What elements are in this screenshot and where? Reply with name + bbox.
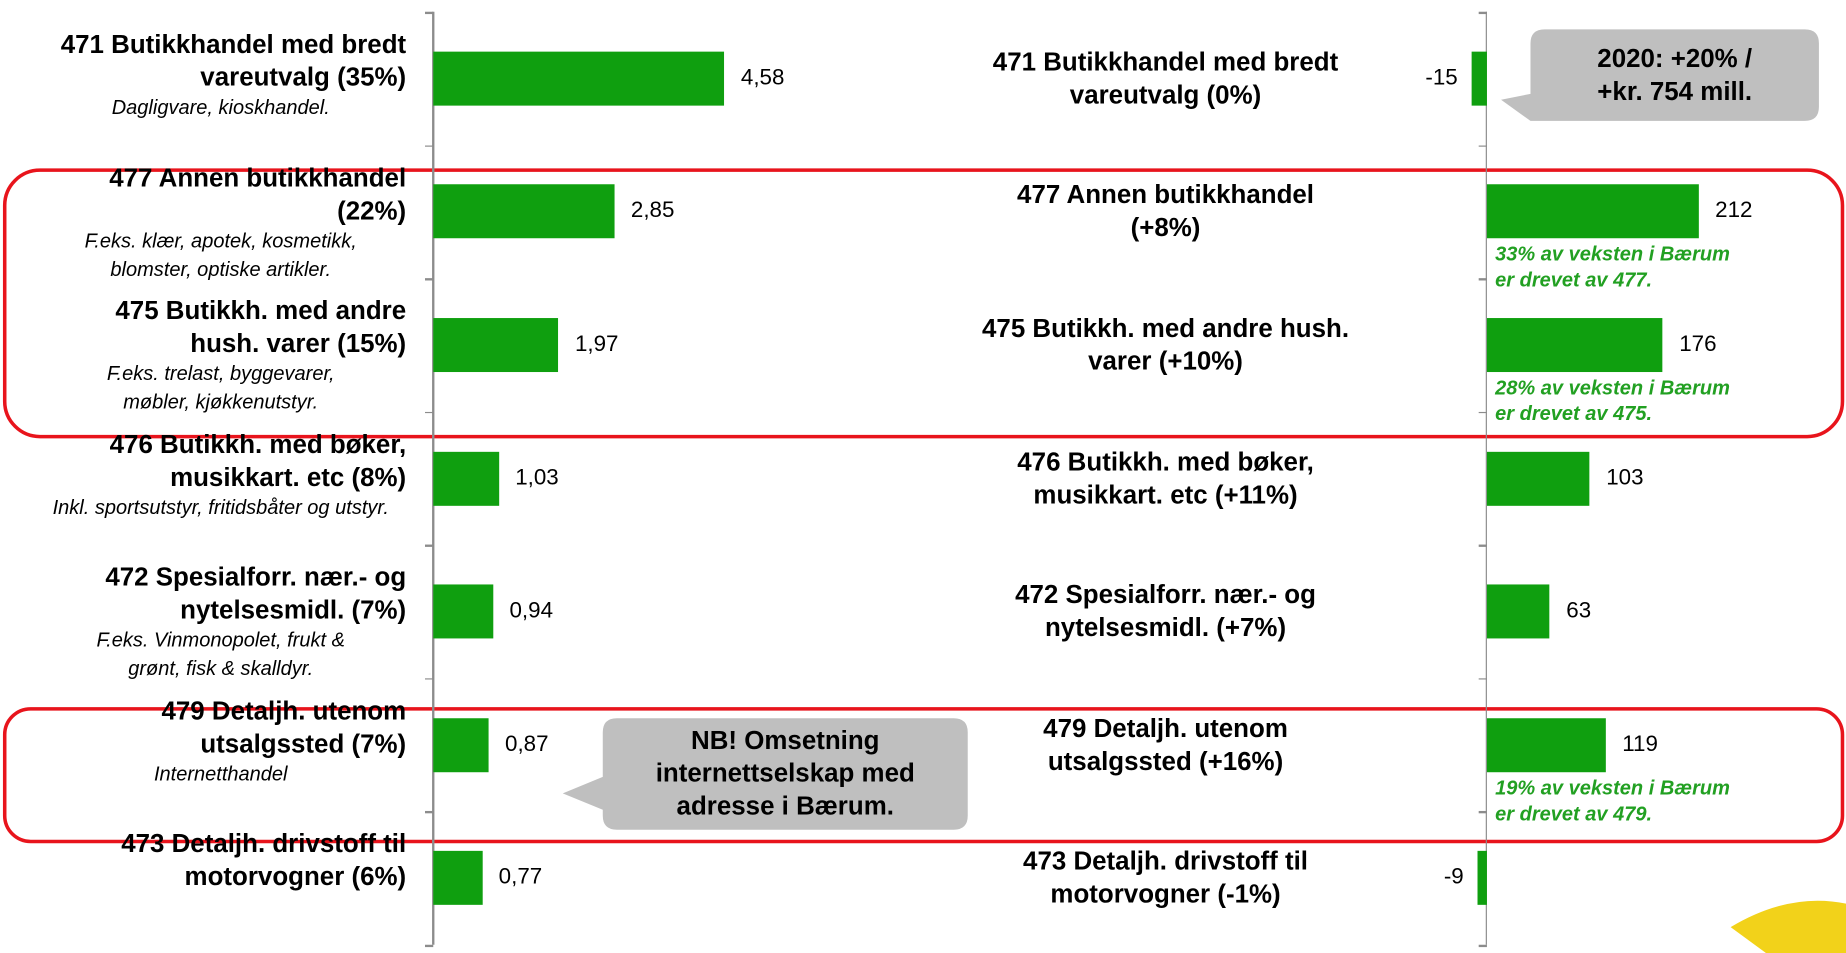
bar — [1486, 717, 1606, 772]
value-label: 119 — [1622, 731, 1658, 757]
axis-line — [1485, 11, 1488, 945]
category-label: 472 Spesialforr. nær.- og nytelsesmidl. … — [105, 562, 407, 625]
axis-tick — [1478, 145, 1487, 147]
value-label: -9 — [1443, 865, 1464, 890]
axis-tick — [425, 145, 434, 147]
bar — [1471, 51, 1487, 106]
axis-tick — [425, 811, 434, 814]
category-note: F.eks. klær, apotek, kosmetikk, blomster… — [84, 229, 357, 280]
category-label: 471 Butikkhandel med bredt vareutvalg (3… — [60, 29, 407, 92]
value-label: 4,58 — [740, 65, 785, 91]
category-label: 472 Spesialforr. nær.- og nytelsesmidl. … — [1015, 579, 1316, 643]
bar — [433, 51, 725, 106]
category-note: Internetthandel — [153, 762, 288, 785]
category-label: 479 Detaljh. utenom utsalgssted (+16%) — [1043, 713, 1288, 776]
bar — [1486, 184, 1699, 239]
category-label: 475 Butikkh. med andre hush. varer (+10%… — [982, 313, 1350, 376]
bar — [433, 451, 499, 506]
category-note: F.eks. Vinmonopolet, frukt & grønt, fisk… — [96, 629, 345, 680]
axis-tick — [1478, 411, 1487, 414]
category-label: 476 Butikkh. med bøker, musikkart. etc (… — [1017, 446, 1314, 509]
category-note: Dagligvare, kioskhandel. — [111, 96, 330, 119]
callout-box — [562, 718, 968, 830]
value-label: 2,85 — [630, 198, 675, 224]
value-label: 0,94 — [509, 598, 554, 624]
category-label: 477 Annen butikkhandel (22%) — [109, 162, 407, 225]
category-note: Inkl. sportsutstyr, fritidsbåter og utst… — [52, 496, 389, 519]
bar — [433, 717, 489, 772]
value-label: 1,03 — [515, 465, 559, 490]
bar — [433, 584, 493, 639]
category-label: 475 Butikkh. med andre hush. varer (15%) — [115, 295, 407, 359]
category-label: 473 Detaljh. drivstoff til motorvogner (… — [1023, 846, 1309, 909]
axis-line — [432, 11, 434, 945]
axis-tick — [1478, 544, 1487, 547]
category-label: 476 Butikkh. med bøker, musikkart. etc (… — [109, 429, 407, 492]
bar — [1486, 451, 1590, 506]
category-label: 477 Annen butikkhandel (+8%) — [1017, 179, 1315, 243]
value-label: -15 — [1425, 65, 1458, 91]
bar — [433, 184, 615, 239]
value-label: 176 — [1679, 332, 1717, 357]
category-label: 471 Butikkhandel med bredt vareutvalg (0… — [992, 46, 1339, 109]
bar — [1486, 584, 1550, 639]
bar — [1486, 317, 1663, 372]
bar — [1477, 851, 1487, 906]
value-label: 63 — [1566, 598, 1592, 624]
axis-tick — [425, 411, 434, 414]
annotation: 33% av veksten i Bærum er drevet av 477. — [1495, 243, 1730, 292]
annotation: 28% av veksten i Bærum er drevet av 475. — [1495, 376, 1730, 425]
axis-tick — [1478, 944, 1487, 947]
value-label: 212 — [1715, 198, 1753, 224]
logo — [1730, 900, 1846, 953]
axis-tick — [425, 944, 434, 947]
value-label: 0,87 — [505, 731, 549, 757]
category-note: F.eks. trelast, byggevarer, møbler, kjøk… — [106, 362, 335, 414]
category-label: 473 Detaljh. drivstoff til motorvogner (… — [121, 829, 407, 892]
axis-tick — [1478, 278, 1487, 281]
axis-tick — [1478, 678, 1487, 680]
value-label: 103 — [1606, 465, 1644, 490]
axis-tick — [425, 544, 434, 547]
axis-tick — [425, 11, 434, 14]
callout-box — [1501, 29, 1819, 121]
category-label: 479 Detaljh. utenom utsalgssted (7%) — [161, 695, 407, 758]
axis-tick — [425, 278, 434, 281]
highlight-box — [2, 707, 1845, 844]
bar — [433, 851, 483, 906]
axis-tick — [1478, 811, 1487, 814]
axis-tick — [425, 678, 434, 680]
annotation: 19% av veksten i Bærum er drevet av 479. — [1495, 776, 1730, 825]
callout: NB! Omsetning internettselskap med adres… — [655, 725, 915, 821]
value-label: 0,77 — [498, 865, 543, 890]
bar — [433, 317, 559, 372]
highlight-box — [2, 168, 1845, 439]
callout: 2020: +20% / +kr. 754 mill. — [1597, 43, 1753, 106]
value-label: 1,97 — [574, 332, 619, 357]
axis-tick — [1478, 11, 1487, 14]
